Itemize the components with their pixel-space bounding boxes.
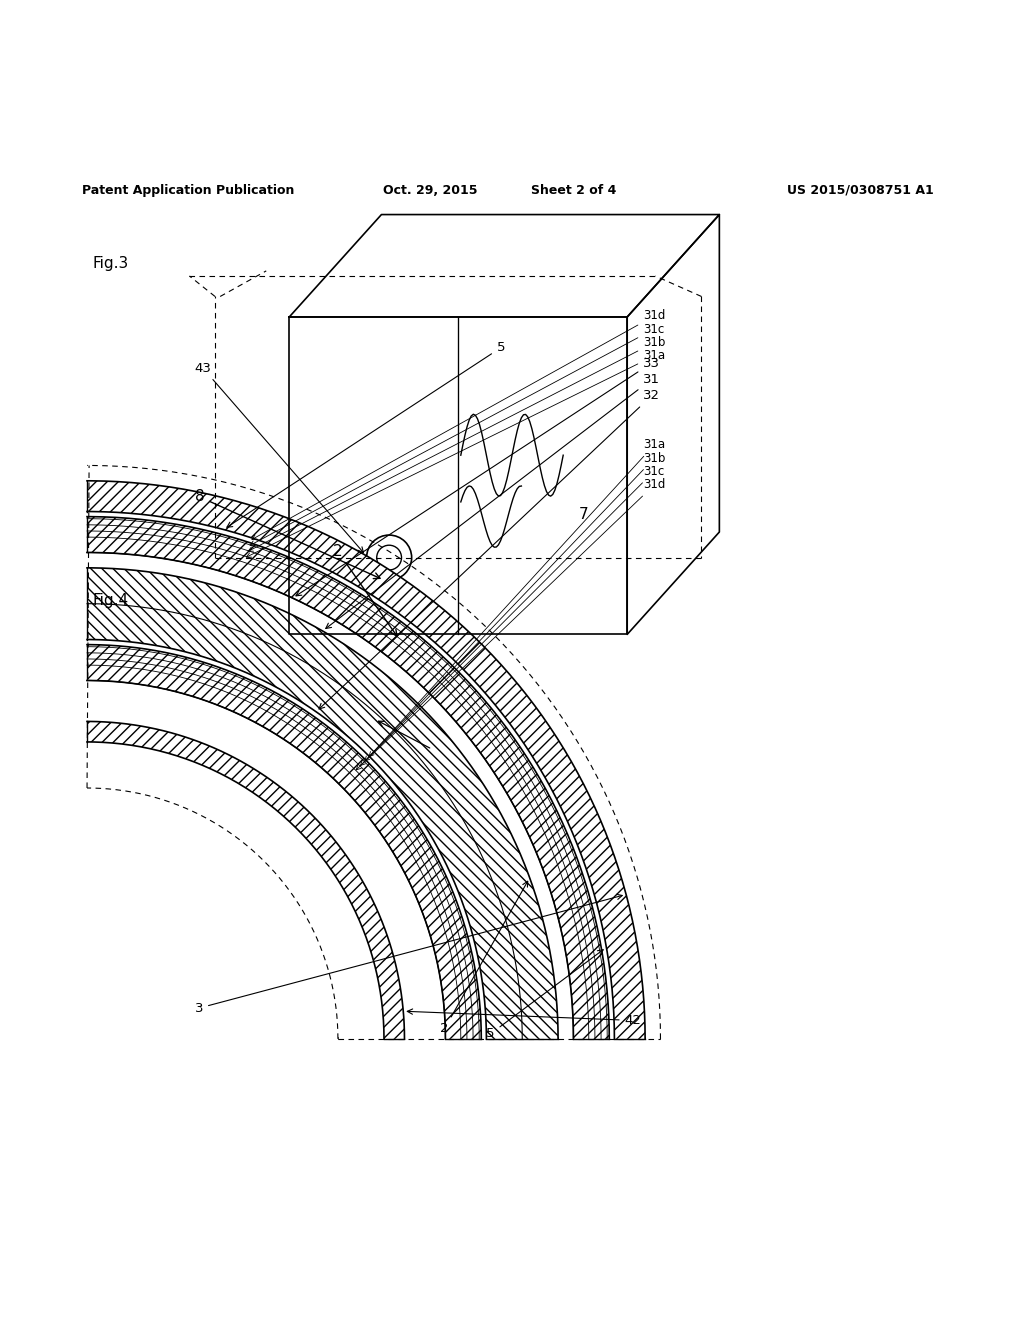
Text: 2: 2 xyxy=(440,882,527,1035)
Text: 5: 5 xyxy=(227,341,505,527)
Text: 31d: 31d xyxy=(356,478,666,770)
Polygon shape xyxy=(87,722,404,1039)
Text: Fig.4: Fig.4 xyxy=(92,594,128,609)
Text: 31d: 31d xyxy=(252,309,666,540)
Text: Oct. 29, 2015: Oct. 29, 2015 xyxy=(383,183,477,197)
Text: 31b: 31b xyxy=(365,451,666,762)
Polygon shape xyxy=(87,516,609,1039)
Text: Sheet 2 of 4: Sheet 2 of 4 xyxy=(530,183,616,197)
Text: 8: 8 xyxy=(195,490,380,578)
Text: 31c: 31c xyxy=(250,323,665,545)
Text: 31c: 31c xyxy=(360,465,665,766)
Text: 5: 5 xyxy=(486,949,603,1040)
Text: 31a: 31a xyxy=(369,438,666,756)
Text: 42: 42 xyxy=(408,1008,641,1027)
Polygon shape xyxy=(87,480,645,1039)
Text: 43: 43 xyxy=(195,362,364,553)
Text: Patent Application Publication: Patent Application Publication xyxy=(82,183,294,197)
Text: 31a: 31a xyxy=(247,350,666,557)
Text: 2: 2 xyxy=(333,544,397,636)
Text: 7: 7 xyxy=(579,507,588,521)
Text: 3: 3 xyxy=(195,894,623,1015)
Text: 33: 33 xyxy=(296,356,660,595)
Polygon shape xyxy=(87,568,558,1039)
Polygon shape xyxy=(87,644,481,1039)
Text: Fig.3: Fig.3 xyxy=(92,256,128,271)
Text: 31b: 31b xyxy=(248,337,666,552)
Text: 31: 31 xyxy=(326,374,660,628)
Text: 32: 32 xyxy=(319,389,660,709)
Text: US 2015/0308751 A1: US 2015/0308751 A1 xyxy=(786,183,934,197)
